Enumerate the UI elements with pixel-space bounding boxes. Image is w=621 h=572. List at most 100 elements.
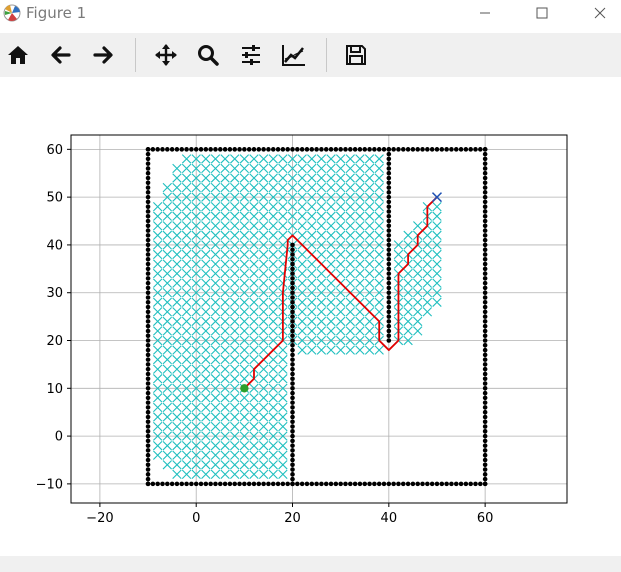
zoom-button[interactable] bbox=[192, 39, 224, 71]
figure-canvas[interactable]: −20 0 20 40 60 −10 0 10 20 30 40 50 60 bbox=[0, 77, 621, 556]
obstacle-point bbox=[386, 190, 392, 195]
visited-node-marker bbox=[278, 163, 288, 174]
visited-node-marker bbox=[355, 345, 365, 355]
close-button[interactable] bbox=[577, 0, 621, 26]
visited-node-marker bbox=[249, 393, 259, 403]
visited-node-marker bbox=[210, 221, 221, 231]
visited-node-marker bbox=[364, 182, 375, 193]
save-button[interactable] bbox=[340, 39, 372, 71]
obstacle-point bbox=[482, 409, 488, 415]
visited-node-marker bbox=[355, 163, 365, 174]
visited-node-marker bbox=[287, 182, 298, 193]
maximize-button[interactable] bbox=[519, 0, 565, 26]
visited-node-marker bbox=[355, 182, 365, 193]
forward-button[interactable] bbox=[87, 39, 119, 71]
obstacle-point bbox=[410, 481, 416, 487]
visited-node-marker bbox=[152, 221, 163, 231]
visited-node-marker bbox=[297, 307, 307, 317]
visited-node-marker bbox=[181, 326, 192, 336]
visited-node-marker bbox=[162, 221, 172, 231]
visited-node-marker bbox=[268, 364, 278, 374]
visited-node-marker bbox=[210, 192, 221, 202]
visited-node-marker bbox=[181, 278, 192, 288]
visited-node-marker bbox=[345, 201, 355, 212]
visited-node-marker bbox=[374, 345, 384, 355]
pan-button[interactable] bbox=[150, 39, 182, 71]
edit-axis-button[interactable] bbox=[278, 39, 310, 71]
visited-node-marker bbox=[181, 421, 192, 432]
obstacle-point bbox=[386, 151, 392, 157]
obstacle-point bbox=[376, 147, 382, 152]
obstacle-point bbox=[290, 290, 295, 296]
path-line bbox=[243, 196, 438, 389]
obstacle-point bbox=[290, 333, 295, 339]
visited-node-marker bbox=[239, 249, 250, 260]
obstacle-point bbox=[280, 147, 286, 152]
obstacle-point bbox=[482, 261, 488, 267]
obstacle-point bbox=[482, 185, 488, 190]
visited-node-marker bbox=[172, 182, 182, 193]
visited-node-marker bbox=[210, 364, 221, 374]
planned-path bbox=[243, 196, 438, 389]
visited-node-marker bbox=[162, 278, 172, 288]
obstacle-point bbox=[482, 357, 488, 362]
obstacle-point bbox=[482, 151, 488, 157]
visited-node-marker bbox=[393, 249, 404, 260]
visited-node-marker bbox=[258, 211, 269, 221]
obstacle-point bbox=[145, 185, 151, 190]
obstacle-point bbox=[482, 414, 488, 420]
visited-node-marker bbox=[364, 240, 375, 250]
obstacle-point bbox=[145, 323, 151, 329]
y-tick-label: 40 bbox=[46, 238, 63, 253]
visited-node-marker bbox=[220, 345, 230, 355]
obstacle-point bbox=[174, 481, 180, 487]
visited-node-marker bbox=[191, 335, 201, 346]
visited-node-marker bbox=[278, 182, 288, 193]
visited-node-marker bbox=[345, 182, 355, 193]
minimize-button[interactable] bbox=[462, 0, 508, 26]
obstacle-point bbox=[145, 233, 151, 238]
visited-node-marker bbox=[374, 211, 384, 221]
visited-node-marker bbox=[345, 278, 355, 288]
obstacle-point bbox=[482, 209, 488, 214]
visited-node-marker bbox=[181, 259, 192, 269]
obstacle-point bbox=[386, 328, 392, 334]
visited-node-marker bbox=[432, 249, 442, 260]
visited-node-marker bbox=[355, 326, 365, 336]
obstacle-point bbox=[400, 147, 406, 152]
obstacle-point bbox=[145, 213, 151, 219]
obstacle-point bbox=[386, 161, 392, 166]
visited-node-marker bbox=[191, 431, 201, 441]
obstacle-point bbox=[193, 147, 199, 152]
visited-node-marker bbox=[191, 307, 201, 317]
obstacle-point bbox=[386, 309, 392, 315]
obstacle-point bbox=[290, 419, 295, 425]
obstacle-point bbox=[386, 299, 392, 305]
visited-node-marker bbox=[268, 440, 278, 451]
visited-node-marker bbox=[364, 211, 375, 221]
visited-node-marker bbox=[201, 412, 211, 422]
visited-node-marker bbox=[297, 316, 307, 327]
visited-node-marker bbox=[201, 307, 211, 317]
configure-subplots-button[interactable] bbox=[235, 39, 267, 71]
visited-node-marker bbox=[268, 211, 278, 221]
visited-node-marker bbox=[258, 297, 269, 307]
home-button[interactable] bbox=[2, 39, 34, 71]
visited-node-marker bbox=[191, 230, 201, 241]
obstacle-point bbox=[145, 400, 151, 405]
visited-node-marker bbox=[326, 278, 336, 288]
visited-node-marker bbox=[201, 163, 211, 174]
x-tick-label: 20 bbox=[284, 511, 301, 526]
visited-node-marker bbox=[316, 173, 327, 183]
visited-node-marker bbox=[152, 374, 163, 384]
visited-node-marker bbox=[201, 230, 211, 241]
obstacle-point bbox=[323, 481, 329, 487]
obstacle-point bbox=[468, 481, 473, 487]
obstacle-point bbox=[458, 481, 464, 487]
arrow-right-icon bbox=[93, 46, 113, 64]
visited-node-marker bbox=[210, 374, 221, 384]
obstacle-point bbox=[290, 319, 295, 324]
back-button[interactable] bbox=[45, 39, 77, 71]
visited-node-marker bbox=[181, 163, 192, 174]
visited-node-marker bbox=[201, 374, 211, 384]
